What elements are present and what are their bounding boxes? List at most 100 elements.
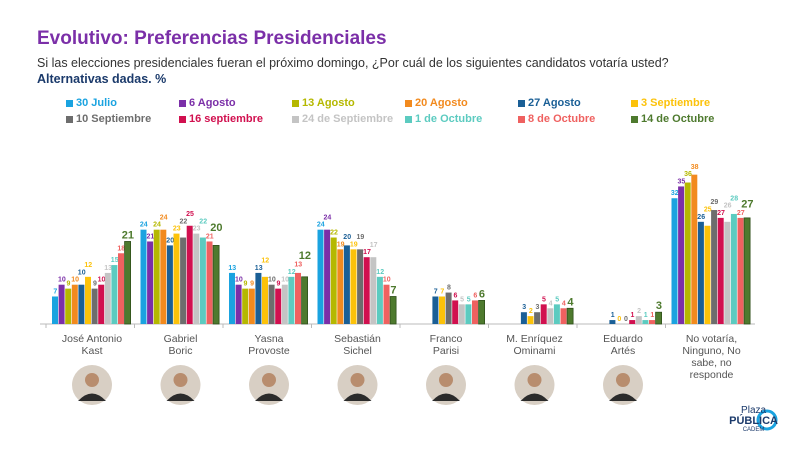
bar — [255, 272, 262, 324]
category-label: José Antonio — [62, 333, 122, 345]
data-label: 7 — [390, 284, 396, 296]
legend-item: 14 de Octubre — [631, 113, 744, 125]
data-label: 10 — [58, 277, 66, 284]
data-label: 19 — [337, 241, 345, 248]
candidate-face — [85, 373, 99, 387]
data-label: 6 — [454, 292, 458, 299]
data-label: 19 — [350, 241, 358, 248]
bar — [104, 272, 111, 324]
category-label: sabe, no — [691, 357, 731, 369]
candidate-face — [173, 373, 188, 387]
data-label: 3 — [656, 300, 662, 312]
legend-label: 14 de Octubre — [641, 113, 715, 125]
bar — [343, 245, 350, 324]
category-label: Sebastián — [334, 333, 381, 345]
data-label: 24 — [317, 222, 325, 229]
bar — [432, 296, 439, 324]
data-label: 6 — [473, 292, 477, 299]
bar — [711, 210, 718, 324]
bar — [445, 292, 452, 324]
data-label: 10 — [268, 277, 276, 284]
bar — [678, 186, 685, 324]
bar — [229, 272, 235, 324]
data-label: 0 — [624, 316, 628, 323]
data-label: 35 — [678, 178, 686, 185]
bar — [58, 284, 65, 324]
bar — [324, 229, 331, 324]
legend-label: 20 Agosto — [415, 97, 468, 109]
candidate-body — [166, 393, 195, 401]
legend-swatch — [66, 115, 73, 123]
bar — [472, 300, 478, 324]
legend-label: 16 septiembre — [189, 113, 263, 125]
data-label: 10 — [71, 277, 79, 284]
legend-swatch — [518, 99, 525, 107]
data-label: 21 — [122, 229, 134, 241]
bar — [452, 300, 459, 324]
logo-line3: CADEM — [742, 427, 765, 433]
legend-label: 13 Agosto — [302, 97, 355, 109]
plaza-publica-cadem-logo: Plaza PÚBLICA CADEM — [729, 406, 778, 434]
data-label: 2 — [529, 308, 533, 315]
bar — [458, 304, 465, 324]
candidate-body — [78, 393, 106, 401]
data-label: 9 — [93, 281, 97, 288]
data-label: 38 — [691, 164, 699, 171]
bar — [439, 296, 445, 324]
data-label: 7 — [440, 288, 444, 295]
bar — [193, 233, 200, 324]
bar — [363, 257, 370, 324]
data-label: 4 — [562, 300, 566, 307]
bar — [478, 300, 486, 325]
bar — [212, 244, 220, 325]
bar — [350, 249, 357, 324]
legend-swatch — [405, 99, 412, 107]
data-label: 6 — [479, 288, 485, 300]
legend-item: 13 Agosto — [292, 97, 405, 109]
bar — [389, 296, 397, 325]
bar — [118, 253, 124, 324]
legend-item: 20 Agosto — [405, 97, 518, 109]
data-label: 9 — [250, 281, 254, 288]
bar — [465, 304, 472, 324]
bar — [235, 284, 242, 324]
data-label: 13 — [104, 265, 112, 272]
bar — [635, 316, 642, 324]
data-label: 9 — [244, 281, 248, 288]
data-label: 3 — [535, 304, 539, 311]
bar — [691, 174, 698, 324]
bar — [566, 307, 574, 325]
legend-label: 10 Septiembre — [76, 113, 152, 125]
legend-swatch — [631, 99, 638, 107]
bar — [655, 311, 662, 325]
category-label: Artés — [611, 345, 636, 357]
bar — [730, 213, 737, 324]
bar — [547, 308, 554, 324]
category-label: Eduardo — [603, 333, 643, 345]
data-label: 19 — [357, 234, 365, 241]
bar — [180, 237, 187, 324]
bar — [160, 229, 167, 324]
bar — [85, 276, 91, 324]
legend-swatch — [179, 99, 186, 107]
data-label: 27 — [737, 210, 745, 217]
bar — [609, 320, 616, 324]
candidate-body — [609, 393, 637, 401]
bar — [166, 245, 173, 324]
bar — [684, 182, 691, 324]
legend-item: 27 Agosto — [518, 97, 631, 109]
bar — [91, 288, 98, 324]
bar — [649, 320, 655, 324]
bar — [281, 284, 288, 324]
logo-line2: PÚBLICA — [729, 415, 778, 427]
bar — [724, 221, 731, 324]
data-label: 18 — [117, 245, 125, 252]
data-label: 4 — [567, 296, 574, 308]
bar — [71, 284, 78, 324]
bar — [717, 217, 724, 324]
data-label: 5 — [460, 296, 464, 303]
category-label: Franco — [430, 333, 463, 345]
legend: 30 Julio 6 Agosto 13 Agosto 20 Agosto 27 Ago… — [66, 97, 766, 125]
bar — [52, 296, 58, 324]
data-label: 20 — [166, 237, 174, 244]
